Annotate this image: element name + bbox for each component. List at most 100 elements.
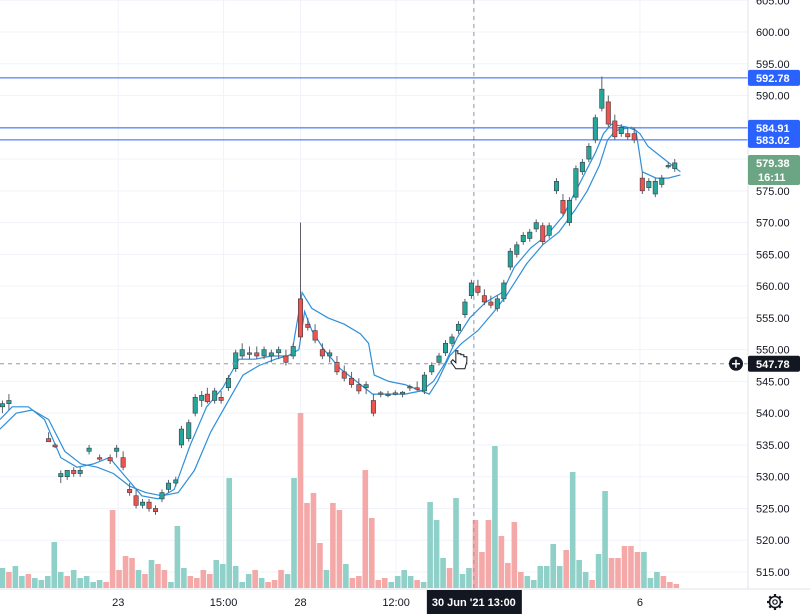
candle [64, 470, 70, 480]
candle-body [233, 352, 239, 370]
volume-bar [252, 570, 258, 588]
volume-bar [427, 502, 433, 588]
level-price-tag [748, 131, 800, 148]
crosshair-time-label: 30 Jun '21 13:00 [432, 597, 516, 609]
volume-bar [511, 522, 518, 588]
volume-bar [556, 566, 563, 588]
volume-bar [64, 576, 71, 588]
candle-body [218, 396, 224, 401]
candle-body [659, 177, 665, 185]
volume-bar [498, 536, 505, 588]
volume-bar [70, 570, 77, 588]
candle [261, 346, 267, 360]
candle [631, 127, 637, 144]
level-price-label: 584.91 [756, 123, 790, 135]
candle-body [276, 349, 282, 354]
volume-bar [19, 576, 25, 588]
candle [449, 333, 455, 347]
candle-body [46, 438, 52, 443]
candle [298, 222, 304, 341]
plus-circle-icon[interactable] [729, 356, 743, 371]
candle-body [192, 396, 198, 414]
candle-body [475, 285, 481, 293]
candle-body [178, 428, 184, 446]
candle [268, 349, 274, 363]
volume-bar [388, 582, 395, 588]
volume-bar [505, 563, 511, 588]
volume-bar [109, 510, 116, 588]
candle [520, 232, 526, 245]
candle [77, 467, 83, 477]
candle [579, 159, 585, 175]
candle [178, 425, 184, 449]
candle [560, 194, 566, 217]
hand-cursor-shape [450, 350, 468, 370]
volume-bar [621, 546, 628, 588]
candle-body [370, 400, 376, 414]
candle-body [64, 470, 70, 478]
time-axis[interactable]: 23 15:00 28 12:00 30 Jun '21 13:00 6 [0, 588, 810, 616]
candle [6, 394, 12, 410]
candle [501, 279, 507, 302]
price-tick-label: 525.00 [756, 503, 790, 515]
candle [370, 394, 376, 417]
volume-bar [537, 566, 544, 588]
candle [212, 387, 218, 404]
candle-body [305, 323, 311, 328]
volume-bar [472, 520, 479, 588]
candle-body [468, 282, 474, 296]
gear-icon[interactable] [767, 594, 783, 610]
candle-body [414, 387, 420, 390]
volume-bar [226, 478, 233, 588]
candle-body [334, 362, 340, 373]
time-tick-label: 12:00 [382, 597, 410, 609]
volume-bar [32, 578, 38, 588]
candles[interactable] [0, 76, 678, 515]
candle [283, 349, 289, 366]
price-axis[interactable]: 515.00 520.00 525.00 530.00 535.00 540.00 545.… [747, 0, 810, 616]
candle [488, 295, 494, 309]
volume-bar [323, 570, 330, 588]
volume-bar [304, 503, 310, 588]
volume-bar [284, 574, 291, 588]
volume-bar [213, 560, 220, 588]
candle-body [212, 390, 218, 401]
volume-bar [194, 578, 200, 588]
volume-bar [291, 478, 297, 588]
candle-body [71, 470, 77, 474]
candle [276, 346, 282, 360]
crosshair-time-tag [426, 590, 522, 614]
volume-bar [25, 574, 32, 588]
candle [204, 387, 210, 404]
volume-bar [174, 526, 181, 588]
volume-bar [278, 570, 284, 588]
candle-body [165, 482, 171, 490]
price-tick-label: 560.00 [756, 281, 790, 293]
candle-body [652, 180, 658, 195]
candle-body [599, 88, 605, 109]
candle [52, 443, 58, 449]
candle-body [246, 352, 252, 355]
volume-bar [375, 580, 382, 588]
price-tick-label: 575.00 [756, 186, 790, 198]
volume-bar [200, 570, 207, 588]
volume-bar [155, 564, 161, 588]
candle-body [436, 355, 442, 363]
volume-bar [168, 582, 174, 588]
volume-bar [310, 493, 317, 588]
candle-body [392, 392, 398, 395]
candle [672, 159, 678, 172]
candle-body [533, 222, 539, 230]
candle [546, 222, 552, 239]
level-price-label: 592.78 [756, 73, 790, 85]
volume-bar [265, 582, 271, 588]
volume-bar [550, 544, 557, 588]
candle-body [573, 168, 579, 198]
volume-bar [336, 510, 343, 588]
candle [665, 162, 671, 169]
volume-bars [0, 413, 680, 588]
candle [186, 419, 192, 442]
volume-bar [414, 580, 420, 588]
